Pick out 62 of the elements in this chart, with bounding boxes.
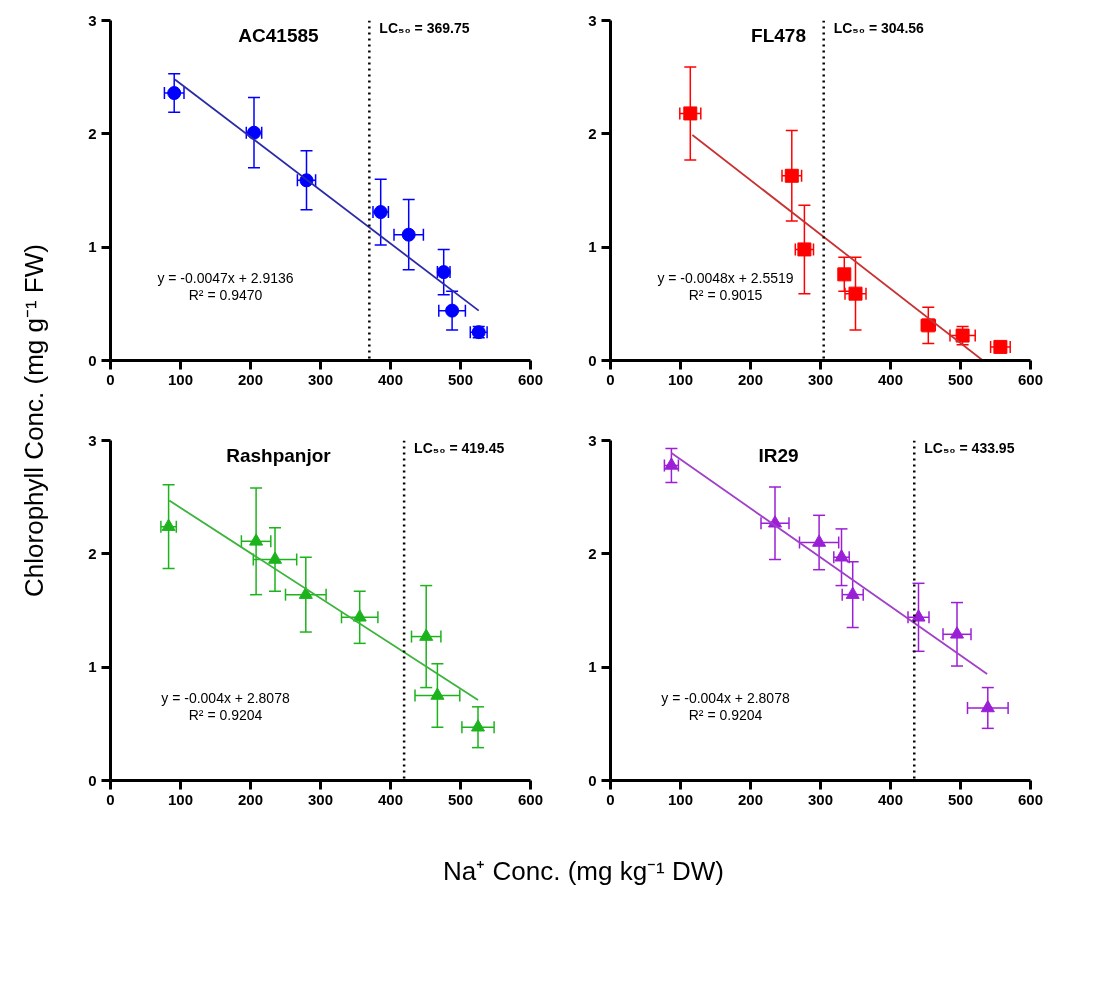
- x-tick-label: 500: [447, 790, 474, 808]
- y-tick-label: 0: [588, 771, 597, 789]
- y-tick-label: 1: [588, 658, 597, 676]
- y-tick-label: 2: [588, 124, 597, 142]
- ref-line-label: LC₅₀ = 433.95: [924, 439, 1015, 456]
- x-tick-label: 300: [807, 370, 834, 388]
- x-tick-label: 400: [377, 790, 404, 808]
- y-tick-label: 0: [88, 771, 97, 789]
- x-tick-label: 300: [307, 790, 334, 808]
- y-tick-label: 0: [88, 351, 97, 369]
- annotation: y = -0.0047x + 2.9136: [157, 269, 294, 286]
- x-tick-label: 200: [237, 790, 264, 808]
- y-tick-label: 1: [88, 238, 97, 256]
- ref-line-label: LC₅₀ = 369.75: [379, 19, 470, 36]
- y-tick-label: 0: [588, 351, 597, 369]
- x-tick-label: 500: [947, 370, 974, 388]
- ref-line-label: LC₅₀ = 419.45: [414, 439, 505, 456]
- annotation: y = -0.004x + 2.8078: [661, 689, 790, 706]
- x-tick-label: 300: [807, 790, 834, 808]
- x-tick-label: 0: [106, 370, 115, 388]
- y-tick-label: 1: [88, 658, 97, 676]
- x-tick-label: 100: [167, 790, 194, 808]
- annotation: R² = 0.9470: [188, 286, 263, 303]
- y-tick-label: 3: [88, 11, 97, 29]
- y-tick-label: 2: [588, 544, 597, 562]
- x-tick-label: 100: [167, 370, 194, 388]
- x-tick-label: 0: [606, 790, 615, 808]
- y-axis-title: Chlorophyll Conc. (mg g⁻¹ FW): [18, 244, 49, 597]
- y-tick-label: 1: [588, 238, 597, 256]
- x-tick-label: 0: [606, 370, 615, 388]
- x-tick-label: 600: [1017, 790, 1044, 808]
- annotation: y = -0.004x + 2.8078: [161, 689, 290, 706]
- x-tick-label: 500: [447, 370, 474, 388]
- chart-title: AC41585: [238, 24, 320, 46]
- y-tick-label: 2: [88, 124, 97, 142]
- x-tick-label: 0: [106, 790, 115, 808]
- annotation: R² = 0.9204: [188, 706, 263, 723]
- chart-title: FL478: [751, 24, 806, 46]
- x-tick-label: 600: [1017, 370, 1044, 388]
- chart-title: Rashpanjor: [226, 444, 332, 466]
- x-tick-label: 300: [307, 370, 334, 388]
- x-tick-label: 200: [737, 790, 764, 808]
- ref-line-label: LC₅₀ = 304.56: [833, 19, 925, 36]
- y-tick-label: 3: [588, 11, 597, 29]
- annotation: R² = 0.9015: [688, 286, 763, 303]
- x-tick-label: 200: [737, 370, 764, 388]
- x-tick-label: 600: [517, 790, 544, 808]
- y-tick-label: 3: [88, 431, 97, 449]
- y-tick-label: 2: [88, 544, 97, 562]
- x-tick-label: 400: [877, 790, 904, 808]
- x-tick-label: 400: [877, 370, 904, 388]
- x-tick-label: 100: [667, 370, 694, 388]
- x-axis-title: Na⁺ Conc. (mg kg⁻¹ DW): [443, 855, 724, 886]
- x-tick-label: 100: [667, 790, 694, 808]
- y-tick-label: 3: [588, 431, 597, 449]
- annotation: y = -0.0048x + 2.5519: [657, 269, 794, 286]
- chart-title: IR29: [758, 444, 799, 466]
- annotation: R² = 0.9204: [688, 706, 763, 723]
- x-tick-label: 200: [237, 370, 264, 388]
- x-tick-label: 600: [517, 370, 544, 388]
- x-tick-label: 400: [377, 370, 404, 388]
- x-tick-label: 500: [947, 790, 974, 808]
